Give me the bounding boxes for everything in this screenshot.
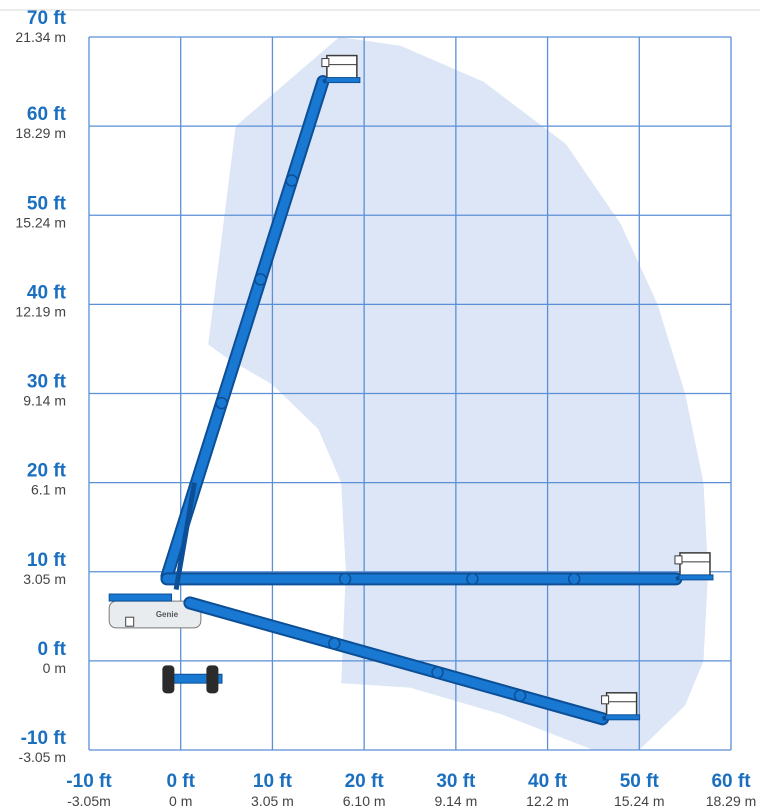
x-tick-label-m: 18.29 m (706, 793, 757, 809)
x-tick-label-m: 9.14 m (434, 793, 477, 809)
x-tick-label-ft: 50 ft (620, 771, 660, 792)
x-tick-label-ft: 0 ft (166, 771, 195, 792)
y-tick-label-m: 21.34 m (15, 29, 66, 45)
boom-joint (215, 396, 228, 410)
y-tick-label-m: -3.05 m (19, 749, 66, 765)
y-tick-label-ft: 30 ft (27, 372, 67, 393)
y-tick-label-m: 15.24 m (15, 214, 66, 230)
platform-floor (678, 574, 714, 581)
y-tick-label-ft: 60 ft (27, 104, 67, 125)
boom-below-grade (185, 598, 608, 724)
y-tick-label-ft: 20 ft (27, 461, 67, 482)
boom-joint (513, 689, 527, 702)
x-tick-label-ft: 20 ft (345, 771, 385, 792)
boom-joint (328, 637, 341, 650)
x-tick-label-m: 0 m (169, 793, 192, 809)
y-tick-label-m: 3.05 m (23, 571, 66, 587)
x-tick-label-m: -3.05m (67, 793, 111, 809)
platform-control-box (674, 555, 683, 565)
y-tick-label-m: 18.29 m (15, 125, 66, 141)
x-tick-label-m: 15.24 m (614, 793, 665, 809)
wheel (162, 665, 175, 694)
y-tick-label-m: 12.19 m (15, 303, 66, 319)
platform-floor (605, 714, 641, 721)
machine-brand-label: Genie (156, 610, 179, 619)
boom-joint (567, 572, 581, 586)
platform-basket-horizontal (679, 552, 711, 578)
x-tick-label-ft: 30 ft (436, 771, 476, 792)
platform-control-box (601, 695, 610, 705)
boom-joint (431, 666, 444, 679)
boom-joint (254, 273, 267, 286)
y-tick-label-m: 0 m (43, 660, 66, 676)
turntable (108, 593, 173, 602)
x-tick-label-m: 3.05 m (251, 793, 294, 809)
x-tick-label-ft: 40 ft (528, 771, 568, 792)
y-tick-label-m: 6.1 m (31, 482, 66, 498)
platform-control-box (321, 58, 330, 68)
platform-layer (321, 54, 714, 721)
x-tick-label-ft: 10 ft (253, 771, 293, 792)
y-tick-label-ft: 40 ft (27, 282, 67, 303)
y-tick-label-ft: 10 ft (27, 550, 67, 571)
y-tick-label-ft: 0 ft (38, 639, 67, 660)
x-tick-label-m: 6.10 m (343, 793, 386, 809)
boom-joint (338, 572, 352, 586)
y-tick-label-ft: 50 ft (27, 193, 67, 214)
x-tick-label-m: 12.2 m (526, 793, 569, 809)
platform-basket-max-height (326, 54, 358, 81)
lift-cylinder (173, 482, 197, 590)
wheel (206, 665, 219, 694)
platform-floor (325, 77, 361, 84)
y-tick-label-m: 9.14 m (23, 393, 66, 409)
boom-joint (466, 572, 479, 586)
machine-layer: Genie (108, 593, 223, 694)
boom-joint (285, 174, 298, 187)
x-tick-label-ft: -10 ft (66, 771, 112, 792)
chassis-window (125, 616, 135, 627)
y-tick-label-ft: 70 ft (27, 8, 67, 29)
platform-basket-below-grade (605, 692, 638, 718)
y-tick-label-ft: -10 ft (21, 728, 67, 749)
x-tick-label-ft: 60 ft (711, 771, 751, 792)
boom-layer (160, 75, 683, 726)
